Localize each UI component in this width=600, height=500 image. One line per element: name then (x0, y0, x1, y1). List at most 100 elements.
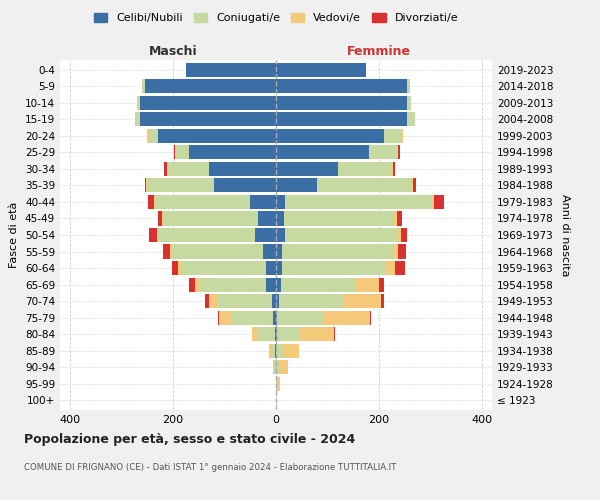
Bar (263, 244, 276, 258)
Bar (382, 294, 384, 308)
Bar (412, 178, 413, 192)
Bar (284, 212, 394, 226)
Bar (172, 261, 178, 275)
Bar (276, 360, 278, 374)
Bar (173, 146, 175, 160)
Bar (277, 376, 280, 390)
Bar (393, 162, 395, 176)
Bar (158, 129, 276, 143)
Bar (343, 294, 382, 308)
Bar (397, 212, 402, 226)
Bar (434, 195, 443, 209)
Bar (334, 327, 335, 341)
Bar (157, 228, 158, 242)
Bar (276, 261, 282, 275)
Bar (252, 327, 257, 341)
Bar (271, 344, 275, 357)
Bar (276, 310, 277, 324)
Bar (140, 112, 276, 126)
Bar (278, 294, 343, 308)
Bar (149, 228, 157, 242)
Text: COMUNE DI FRIGNANO (CE) - Dati ISTAT 1° gennaio 2024 - Elaborazione TUTTITALIA.I: COMUNE DI FRIGNANO (CE) - Dati ISTAT 1° … (24, 462, 397, 471)
Bar (385, 261, 395, 275)
Bar (277, 310, 323, 324)
Bar (282, 244, 393, 258)
Bar (401, 228, 407, 242)
Bar (277, 327, 300, 341)
Y-axis label: Anni di nascita: Anni di nascita (560, 194, 570, 276)
Text: Femmine: Femmine (347, 46, 411, 59)
Bar (181, 261, 266, 275)
Bar (356, 278, 379, 291)
Bar (266, 278, 276, 291)
Bar (214, 178, 276, 192)
Bar (134, 112, 140, 126)
Bar (384, 129, 402, 143)
Bar (368, 146, 397, 160)
Bar (432, 195, 434, 209)
Bar (205, 294, 209, 308)
Bar (413, 178, 416, 192)
Bar (395, 261, 404, 275)
Bar (148, 178, 214, 192)
Bar (137, 96, 140, 110)
Bar (163, 244, 170, 258)
Bar (275, 327, 276, 341)
Bar (394, 212, 397, 226)
Bar (276, 162, 338, 176)
Bar (266, 261, 276, 275)
Bar (282, 261, 385, 275)
Text: Maschi: Maschi (149, 46, 197, 59)
Bar (317, 178, 412, 192)
Bar (150, 129, 158, 143)
Bar (407, 80, 410, 94)
Bar (258, 212, 276, 226)
Bar (154, 195, 155, 209)
Bar (379, 278, 384, 291)
Bar (323, 310, 370, 324)
Bar (148, 129, 150, 143)
Bar (370, 310, 371, 324)
Bar (163, 212, 258, 226)
Bar (220, 310, 232, 324)
Bar (188, 278, 195, 291)
Bar (276, 344, 284, 357)
Bar (274, 310, 276, 324)
Bar (300, 327, 334, 341)
Bar (140, 96, 276, 110)
Bar (170, 244, 263, 258)
Bar (256, 228, 276, 242)
Bar (218, 294, 272, 308)
Bar (276, 327, 277, 341)
Bar (276, 63, 366, 77)
Bar (276, 376, 277, 390)
Bar (142, 80, 145, 94)
Bar (146, 178, 148, 192)
Bar (164, 162, 167, 176)
Bar (338, 162, 392, 176)
Bar (276, 228, 285, 242)
Bar (145, 178, 146, 192)
Bar (199, 278, 266, 291)
Bar (274, 360, 276, 374)
Bar (278, 360, 288, 374)
Bar (145, 80, 276, 94)
Bar (402, 129, 403, 143)
Bar (218, 310, 220, 324)
Bar (209, 294, 218, 308)
Bar (272, 294, 276, 308)
Bar (232, 310, 274, 324)
Bar (276, 244, 282, 258)
Bar (269, 344, 271, 357)
Bar (393, 244, 398, 258)
Bar (276, 129, 384, 143)
Bar (155, 195, 250, 209)
Bar (175, 146, 176, 160)
Bar (276, 80, 407, 94)
Bar (250, 195, 276, 209)
Legend: Celibi/Nubili, Coniugati/e, Vedovi/e, Divorziati/e: Celibi/Nubili, Coniugati/e, Vedovi/e, Di… (89, 8, 463, 28)
Bar (167, 162, 168, 176)
Bar (397, 146, 398, 160)
Bar (178, 261, 181, 275)
Bar (276, 212, 284, 226)
